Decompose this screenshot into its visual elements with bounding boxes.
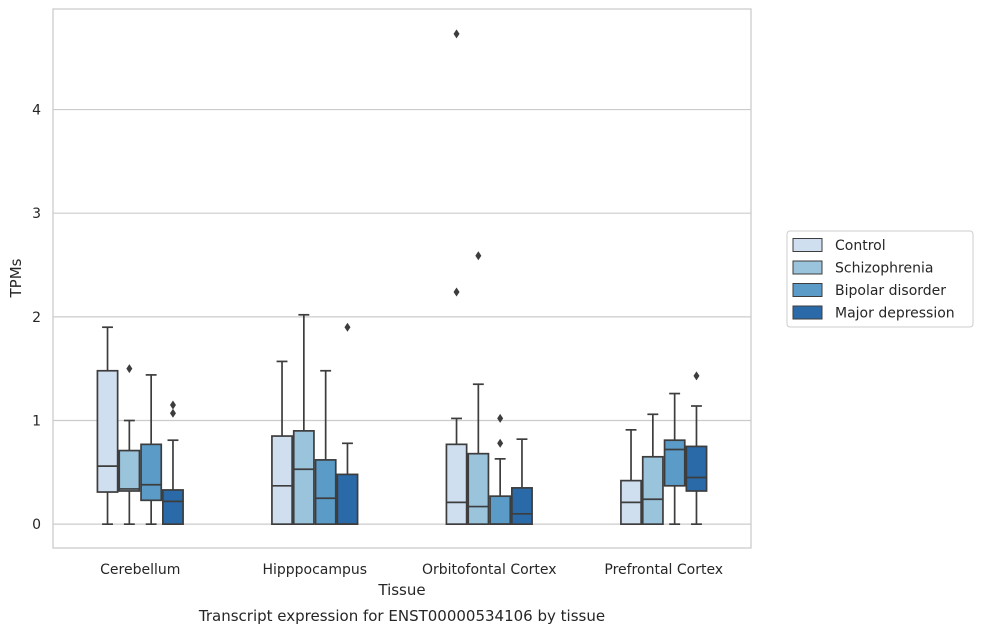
outlier-point — [475, 251, 482, 261]
box-body — [511, 487, 533, 526]
box-bipolar-disorder — [663, 392, 686, 526]
box-groups — [96, 29, 708, 526]
outlier-point — [497, 413, 504, 423]
box-control — [271, 360, 293, 526]
box-schizophrenia — [118, 364, 141, 526]
y-tick-label: 0 — [32, 517, 41, 533]
box-control — [96, 326, 119, 526]
box-body — [140, 443, 163, 502]
box-bipolar-disorder — [489, 413, 512, 526]
plot-frame — [52, 8, 752, 549]
box-schizophrenia — [467, 251, 490, 526]
y-tick-label: 2 — [32, 310, 41, 326]
outlier-point — [169, 400, 176, 410]
box-control — [445, 29, 468, 526]
box-body — [445, 443, 468, 526]
y-axis-title: TPMs — [7, 258, 25, 298]
y-tick-label: 4 — [32, 103, 41, 119]
legend-label: Control — [835, 238, 886, 254]
box-bipolar-disorder — [314, 369, 337, 526]
outlier-point — [344, 322, 351, 332]
box-schizophrenia — [641, 413, 664, 526]
legend-label: Bipolar disorder — [835, 283, 946, 299]
legend: Control Schizophrenia Bipolar disorder Majo… — [786, 230, 974, 328]
y-tick-label: 1 — [32, 414, 41, 430]
box-bipolar-disorder — [140, 374, 163, 526]
x-axis-title: Tissue — [377, 581, 425, 599]
x-tick-label: Orbitofontal Cortex — [422, 562, 557, 578]
legend-swatch — [792, 283, 823, 297]
x-tick-label: Hipppocampus — [262, 562, 367, 578]
x-tick-label: Cerebellum — [100, 562, 180, 578]
outlier-point — [169, 408, 176, 418]
outlier-point — [453, 287, 460, 297]
outlier-point — [497, 438, 504, 448]
legend-label: Schizophrenia — [835, 261, 933, 277]
box-body — [336, 473, 359, 526]
box-major-depression — [336, 322, 359, 526]
box-major-depression — [685, 371, 708, 526]
box-body — [663, 439, 686, 487]
y-tick-labels: 0 1 2 3 4 — [32, 103, 41, 534]
box-major-depression — [511, 438, 533, 526]
legend-swatch — [792, 238, 823, 252]
box-body — [118, 449, 141, 492]
legend-swatch — [792, 305, 823, 320]
box-schizophrenia — [292, 313, 315, 526]
chart-caption: Transcript expression for ENST0000053410… — [198, 607, 605, 625]
box-body — [489, 495, 512, 526]
box-body — [685, 445, 708, 492]
box-body — [467, 452, 490, 526]
x-tick-labels: Cerebellum Hipppocampus Orbitofontal Corte… — [100, 562, 723, 578]
x-tick-label: Prefrontal Cortex — [604, 562, 723, 578]
box-body — [292, 430, 315, 526]
y-tick-label: 3 — [32, 206, 41, 222]
legend-label: Major depression — [835, 306, 955, 322]
box-body — [641, 455, 664, 526]
outlier-point — [453, 29, 460, 39]
box-major-depression — [162, 400, 184, 526]
box-body — [271, 435, 293, 526]
box-body — [162, 489, 184, 526]
outlier-point — [693, 371, 700, 381]
box-body — [314, 459, 337, 526]
outlier-point — [126, 364, 133, 374]
box-body — [96, 369, 119, 493]
legend-frame — [786, 230, 974, 328]
legend-swatch — [792, 260, 823, 275]
box-control — [620, 428, 642, 526]
